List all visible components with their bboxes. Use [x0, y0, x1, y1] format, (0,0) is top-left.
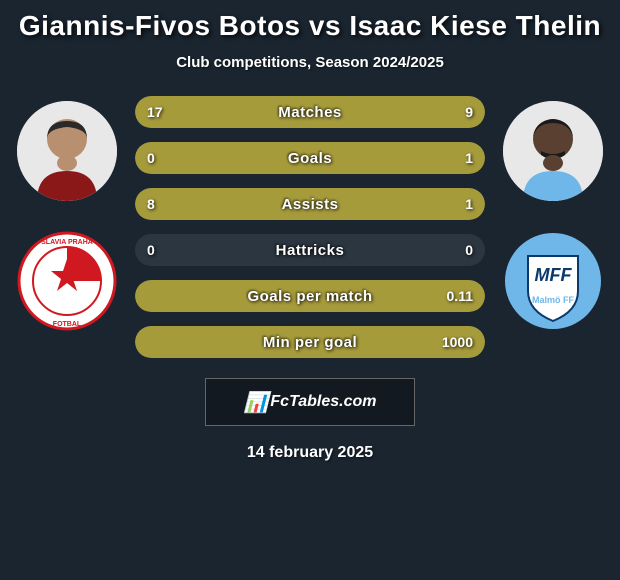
stat-value-right: 9 [465, 104, 473, 120]
stat-label: Hattricks [135, 242, 485, 259]
right-club-badge: MFF Malmö FF [503, 231, 603, 331]
chart-icon: 📊 [243, 390, 268, 415]
stats-column: 17Matches90Goals18Assists10Hattricks0Goa… [135, 96, 485, 358]
page-title: Giannis-Fivos Botos vs Isaac Kiese Theli… [19, 10, 601, 42]
malmo-badge-icon: MFF Malmö FF [503, 231, 603, 331]
stat-bar: 17Matches9 [135, 96, 485, 128]
stat-label: Min per goal [135, 334, 485, 351]
stat-bar: Min per goal1000 [135, 326, 485, 358]
svg-text:MFF: MFF [535, 265, 573, 285]
subtitle: Club competitions, Season 2024/2025 [176, 54, 444, 71]
stat-bar: 8Assists1 [135, 188, 485, 220]
svg-text:SLAVIA PRAHA: SLAVIA PRAHA [41, 239, 93, 246]
stat-label: Matches [135, 104, 485, 121]
brand-box: 📊 FcTables.com [205, 378, 415, 426]
svg-text:FOTBAL: FOTBAL [53, 321, 82, 328]
stat-bar: Goals per match0.11 [135, 280, 485, 312]
left-player-avatar [17, 101, 117, 201]
stat-bar: 0Goals1 [135, 142, 485, 174]
stat-value-right: 1 [465, 150, 473, 166]
brand-label: FcTables.com [270, 393, 376, 411]
left-player-column: SLAVIA PRAHA FOTBAL [17, 96, 117, 331]
person-icon [17, 101, 117, 201]
left-club-badge: SLAVIA PRAHA FOTBAL [17, 231, 117, 331]
right-player-avatar [503, 101, 603, 201]
person-icon [503, 101, 603, 201]
stat-label: Goals per match [135, 288, 485, 305]
right-player-column: MFF Malmö FF [503, 96, 603, 331]
stat-value-right: 0 [465, 242, 473, 258]
stat-label: Goals [135, 150, 485, 167]
date-label: 14 february 2025 [247, 444, 373, 462]
svg-text:Malmö FF: Malmö FF [532, 295, 575, 305]
stat-value-right: 1000 [442, 334, 473, 350]
stat-value-right: 1 [465, 196, 473, 212]
comparison-row: SLAVIA PRAHA FOTBAL 17Matches90Goals18As… [0, 96, 620, 358]
stat-bar: 0Hattricks0 [135, 234, 485, 266]
stat-label: Assists [135, 196, 485, 213]
slavia-badge-icon: SLAVIA PRAHA FOTBAL [17, 231, 117, 331]
stat-value-right: 0.11 [447, 288, 473, 304]
